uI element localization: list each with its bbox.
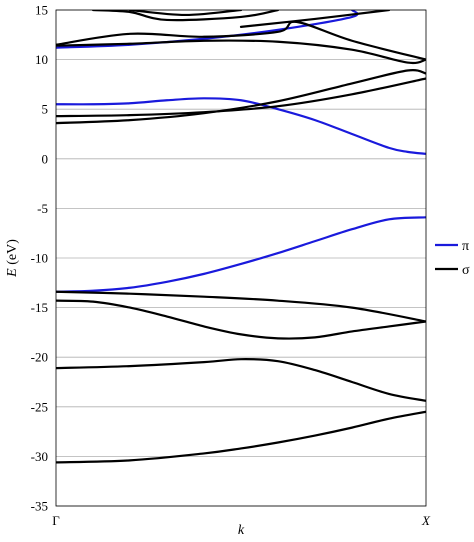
y-tick-label: 0	[42, 151, 49, 166]
sigma-band-line	[56, 299, 426, 340]
y-tick-label: -25	[31, 399, 48, 414]
y-tick-labels: 15 10 5 0 -5 -10 -15 -20 -25 -30 -35	[31, 3, 48, 514]
y-tick-label: -15	[31, 300, 48, 315]
band-lines	[56, 10, 426, 464]
x-axis-label: k	[238, 523, 245, 538]
plot-frame	[55, 9, 427, 507]
pi-band-line	[56, 216, 426, 293]
y-tick-label: 5	[42, 102, 49, 117]
sigma-band-line	[56, 77, 426, 118]
y-tick-label: -10	[31, 251, 48, 266]
legend-label: π	[462, 239, 469, 254]
sigma-band-line	[56, 20, 426, 61]
pi-band-line	[56, 97, 426, 155]
y-tick-label: -30	[31, 449, 48, 464]
y-axis-label: E (eV)	[5, 239, 20, 278]
legend-label: σ	[462, 263, 470, 278]
sigma-band-line	[56, 410, 426, 464]
sigma-band-line	[56, 358, 426, 402]
pi-band-line	[56, 10, 359, 49]
y-tick-label: 15	[35, 3, 48, 18]
x-tick-label: Γ	[52, 513, 60, 528]
y-tick-label: -5	[37, 201, 48, 216]
y-tick-label: -35	[31, 499, 48, 514]
y-tick-label: -20	[31, 350, 48, 365]
y-axis-label-symbol: E	[5, 268, 20, 278]
y-axis-label-unit: (eV)	[5, 239, 20, 268]
gridlines	[56, 9, 426, 507]
sigma-band-line	[239, 10, 391, 28]
sigma-band-line	[56, 39, 426, 65]
y-tick-label: 10	[35, 52, 48, 67]
sigma-band-line	[91, 10, 280, 22]
sigma-band-line	[128, 10, 243, 17]
sigma-band-line	[56, 290, 426, 323]
x-tick-label: X	[421, 513, 431, 528]
sigma-band-line	[56, 69, 426, 125]
legend: πσ	[435, 239, 470, 278]
